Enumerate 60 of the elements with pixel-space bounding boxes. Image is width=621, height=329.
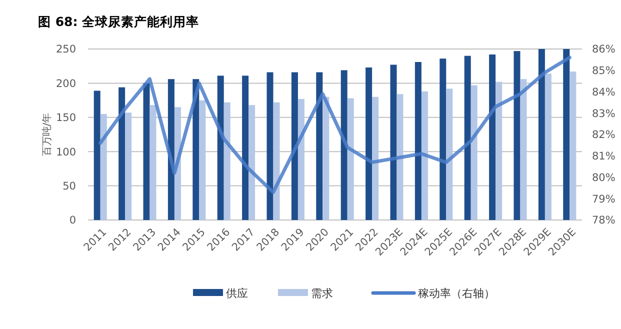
line-series <box>98 56 572 194</box>
bar <box>520 79 527 220</box>
bar <box>242 76 249 220</box>
bar <box>538 49 545 220</box>
legend-label: 需求 <box>311 286 333 300</box>
bar <box>372 96 379 220</box>
bar <box>192 79 200 220</box>
legend-label: 稼动率（右轴） <box>418 286 495 300</box>
chart-title: 图 68: 全球尿素产能利用率 <box>38 14 200 29</box>
bar <box>514 51 520 220</box>
bar <box>316 72 323 220</box>
y-tick-label: 250 <box>56 44 76 56</box>
bar <box>496 82 502 220</box>
bar <box>390 64 397 220</box>
y-tick-label: 150 <box>56 112 76 124</box>
bar <box>94 90 100 220</box>
bar <box>347 98 354 220</box>
bar <box>224 102 230 220</box>
y2-tick-label: 80% <box>592 172 616 184</box>
bar <box>421 91 428 220</box>
y2-tick-label: 86% <box>592 44 616 56</box>
y-tick-label: 0 <box>69 214 76 227</box>
bar <box>150 105 156 220</box>
y2-tick-label: 83% <box>592 108 616 120</box>
bar <box>168 79 174 220</box>
y2-tick-label: 82% <box>592 129 616 142</box>
bar <box>118 87 126 220</box>
bar <box>217 76 224 220</box>
bar <box>544 74 552 220</box>
bar <box>291 72 298 220</box>
bar <box>440 58 446 220</box>
bar <box>273 102 280 220</box>
bar <box>464 56 471 220</box>
y2-tick-label: 84% <box>592 86 616 98</box>
bar <box>414 62 422 220</box>
bar <box>322 96 330 220</box>
bar <box>100 114 107 220</box>
legend-label: 供应 <box>226 286 248 300</box>
bar <box>396 94 404 220</box>
y2-tick-label: 81% <box>592 150 616 163</box>
bar <box>340 70 348 220</box>
y-tick-label: 100 <box>56 146 76 158</box>
y2-tick-label: 79% <box>592 193 616 206</box>
bar <box>489 54 496 220</box>
bar <box>366 67 372 220</box>
bar <box>199 100 206 220</box>
y-axis-title: 百万吨/年 <box>41 112 53 156</box>
bar <box>570 72 576 220</box>
bar <box>298 98 304 220</box>
y2-tick-label: 85% <box>592 65 616 78</box>
bar <box>470 85 478 220</box>
bar <box>266 72 274 220</box>
bar <box>446 88 453 220</box>
y-tick-label: 200 <box>56 78 76 90</box>
bar <box>563 49 570 220</box>
y-tick-label: 50 <box>62 180 76 192</box>
bar <box>248 105 256 220</box>
y2-tick-label: 78% <box>592 214 616 227</box>
bar <box>143 83 150 220</box>
bar <box>125 112 132 220</box>
